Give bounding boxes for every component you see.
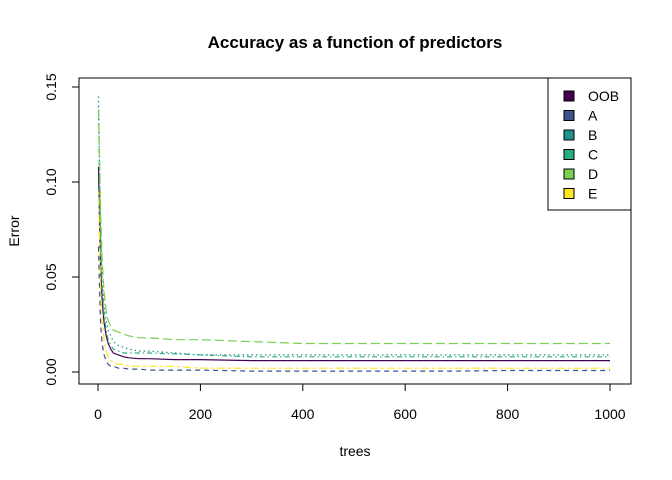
y-tick-label-1: 0.05 (43, 263, 59, 290)
x-tick-label-0: 0 (94, 406, 102, 422)
x-axis: 0 200 400 600 800 1000 (94, 383, 626, 422)
series-line-e (97, 191, 610, 369)
x-tick-label-2: 400 (291, 406, 315, 422)
series-line-c (97, 105, 610, 358)
legend-box (547, 77, 632, 211)
series-layer (97, 96, 610, 372)
legend-label-b: B (588, 127, 597, 143)
legend-swatch-b (563, 129, 575, 141)
x-axis-label: trees (339, 443, 370, 459)
legend-label-a: A (588, 108, 598, 124)
series-line-oob (97, 166, 610, 362)
legend-label-d: D (588, 166, 598, 182)
y-tick-label-3: 0.15 (43, 73, 59, 100)
legend-label-e: E (588, 186, 597, 202)
legend-swatch-d (563, 168, 575, 180)
y-axis-label: Error (6, 215, 22, 246)
series-line-d (97, 109, 610, 345)
x-tick-label-4: 800 (496, 406, 520, 422)
y-axis: 0.00 0.05 0.10 0.15 (43, 73, 80, 386)
legend-label-c: C (588, 147, 598, 163)
x-tick-label-5: 1000 (594, 406, 625, 422)
legend-swatch-e (563, 188, 575, 199)
x-tick-label-1: 200 (189, 406, 213, 422)
y-tick-label-2: 0.10 (43, 168, 59, 195)
x-tick-label-3: 600 (394, 406, 418, 422)
series-line-a (97, 246, 610, 372)
legend-swatch-c (563, 149, 575, 160)
legend-swatch-a (563, 110, 575, 121)
y-tick-label-0: 0.00 (43, 358, 59, 385)
chart-title: Accuracy as a function of predictors (208, 33, 503, 52)
series-line-b (97, 96, 610, 356)
legend-label-oob: OOB (588, 88, 619, 104)
legend-swatch-oob (563, 90, 575, 102)
